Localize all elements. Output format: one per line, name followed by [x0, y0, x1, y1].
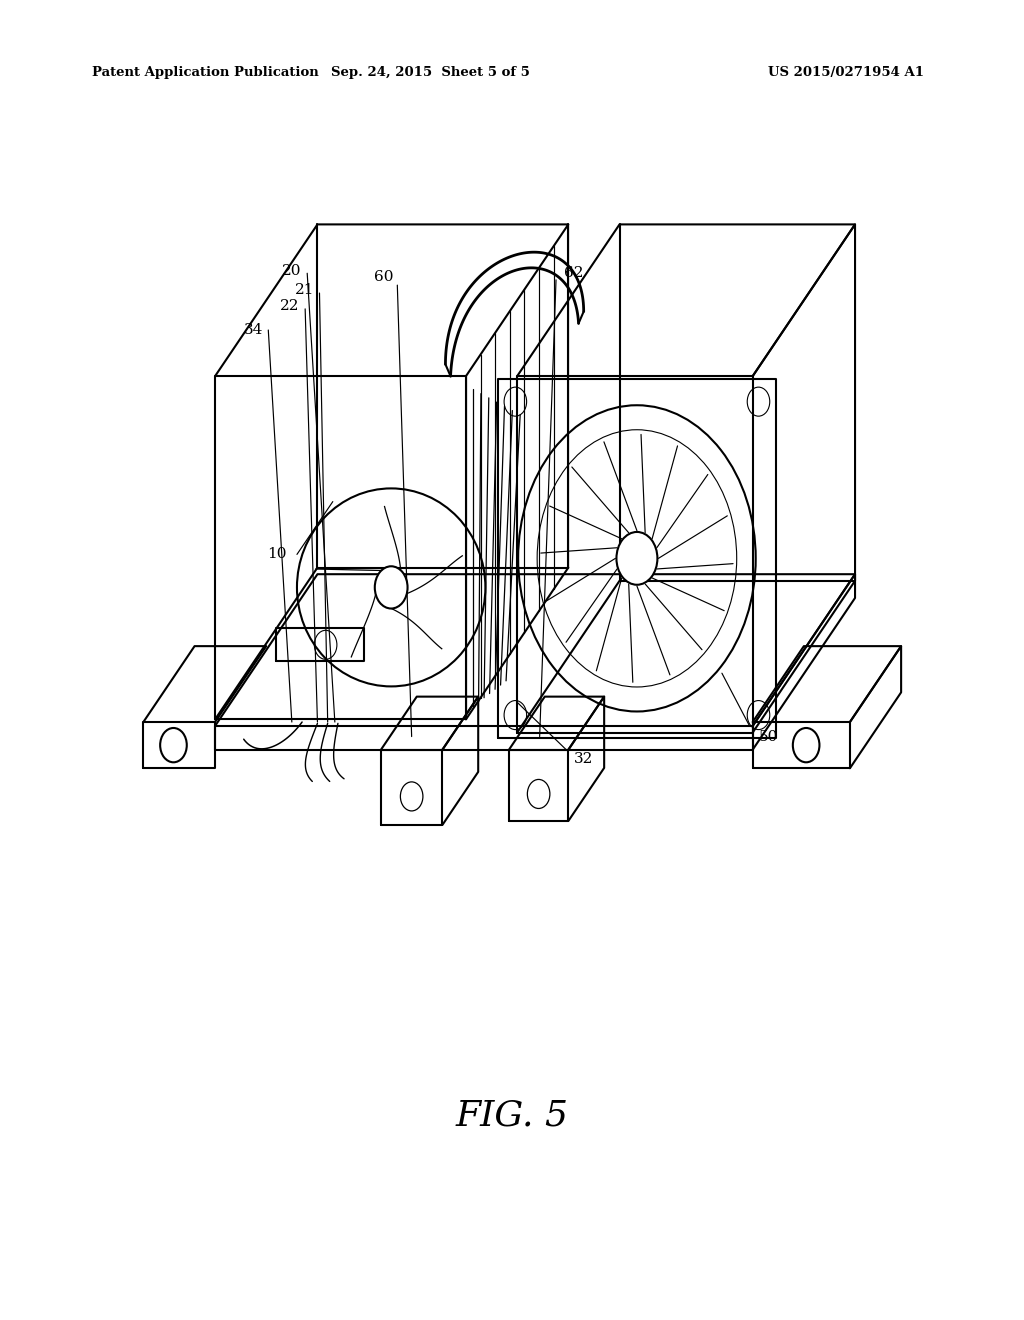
Text: Sep. 24, 2015  Sheet 5 of 5: Sep. 24, 2015 Sheet 5 of 5	[331, 66, 529, 79]
Text: Patent Application Publication: Patent Application Publication	[92, 66, 318, 79]
Text: 50: 50	[759, 730, 777, 743]
Text: 32: 32	[574, 752, 593, 766]
Circle shape	[616, 532, 657, 585]
Text: 20: 20	[282, 264, 302, 277]
Text: 62: 62	[563, 267, 584, 280]
Text: US 2015/0271954 A1: US 2015/0271954 A1	[768, 66, 924, 79]
Text: 60: 60	[374, 271, 394, 284]
Text: 10: 10	[266, 548, 287, 561]
Text: 22: 22	[280, 300, 300, 313]
Text: FIG. 5: FIG. 5	[456, 1098, 568, 1133]
Text: 34: 34	[245, 323, 263, 337]
Text: 21: 21	[295, 284, 315, 297]
Circle shape	[375, 566, 408, 609]
